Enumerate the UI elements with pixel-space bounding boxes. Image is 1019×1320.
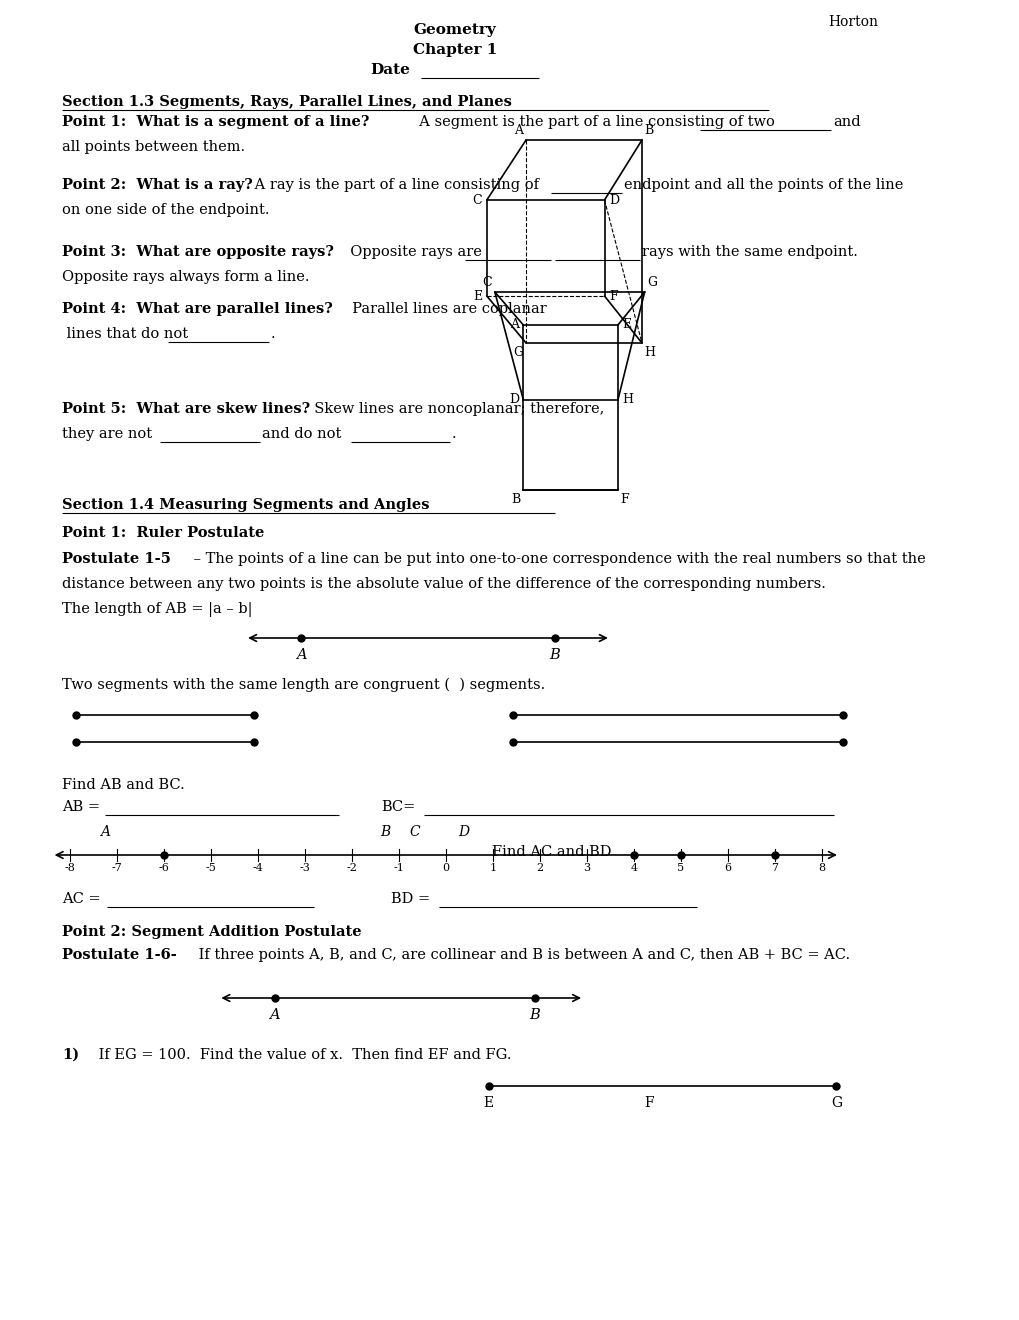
Text: B: B [380, 825, 390, 840]
Text: 3: 3 [583, 863, 590, 873]
Text: .: . [271, 327, 275, 341]
Text: all points between them.: all points between them. [62, 140, 246, 154]
Text: rays with the same endpoint.: rays with the same endpoint. [641, 246, 857, 259]
Text: D: D [508, 393, 519, 407]
Text: A: A [296, 648, 307, 663]
Text: BC=: BC= [381, 800, 416, 814]
Text: F: F [644, 1096, 653, 1110]
Text: H: H [622, 393, 633, 407]
Text: 6: 6 [723, 863, 731, 873]
Text: -7: -7 [111, 863, 122, 873]
Text: The length of AB = |a – b|: The length of AB = |a – b| [62, 602, 253, 616]
Text: G: G [513, 346, 523, 359]
Text: 0: 0 [442, 863, 449, 873]
Text: Point 2: Segment Addition Postulate: Point 2: Segment Addition Postulate [62, 925, 362, 939]
Text: B: B [644, 124, 653, 137]
Text: F: F [620, 492, 629, 506]
Text: -5: -5 [205, 863, 216, 873]
Text: .: . [451, 426, 457, 441]
Text: Section 1.4 Measuring Segments and Angles: Section 1.4 Measuring Segments and Angle… [62, 498, 429, 512]
Text: D: D [608, 194, 619, 206]
Text: Point 1:  Ruler Postulate: Point 1: Ruler Postulate [62, 525, 265, 540]
Text: Point 4:  What are parallel lines?: Point 4: What are parallel lines? [62, 302, 333, 315]
Text: Point 3:  What are opposite rays?: Point 3: What are opposite rays? [62, 246, 334, 259]
Text: E: E [483, 1096, 493, 1110]
Text: Find AC and BD: Find AC and BD [492, 845, 611, 859]
Text: endpoint and all the points of the line: endpoint and all the points of the line [624, 178, 903, 191]
Text: Postulate 1-6-: Postulate 1-6- [62, 948, 177, 962]
Text: 1): 1) [62, 1048, 79, 1063]
Text: Section 1.3 Segments, Rays, Parallel Lines, and Planes: Section 1.3 Segments, Rays, Parallel Lin… [62, 95, 512, 110]
Text: If three points A, B, and C, are collinear and B is between A and C, then AB + B: If three points A, B, and C, are colline… [195, 948, 850, 962]
Text: G: G [829, 1096, 841, 1110]
Text: Two segments with the same length are congruent (  ) segments.: Two segments with the same length are co… [62, 678, 545, 693]
Text: 8: 8 [817, 863, 824, 873]
Text: -2: -2 [346, 863, 357, 873]
Text: – The points of a line can be put into one-to-one correspondence with the real n: – The points of a line can be put into o… [189, 552, 925, 566]
Text: 4: 4 [630, 863, 637, 873]
Text: B: B [511, 492, 520, 506]
Text: -8: -8 [64, 863, 75, 873]
Text: BD =: BD = [390, 892, 429, 906]
Text: H: H [644, 346, 655, 359]
Text: Point 5:  What are skew lines?: Point 5: What are skew lines? [62, 403, 310, 416]
Text: Postulate 1-5: Postulate 1-5 [62, 552, 171, 566]
Text: E: E [473, 289, 482, 302]
Text: Geometry: Geometry [413, 22, 495, 37]
Text: If EG = 100.  Find the value of x.  Then find EF and FG.: If EG = 100. Find the value of x. Then f… [94, 1048, 511, 1063]
Text: Date: Date [370, 63, 410, 77]
Text: they are not: they are not [62, 426, 153, 441]
Text: A: A [514, 124, 523, 137]
Text: on one side of the endpoint.: on one side of the endpoint. [62, 203, 270, 216]
Text: Opposite rays are: Opposite rays are [340, 246, 481, 259]
Text: Find AB and BC.: Find AB and BC. [62, 777, 185, 792]
Text: -1: -1 [393, 863, 404, 873]
Text: AB =: AB = [62, 800, 100, 814]
Text: Point 2:  What is a ray?: Point 2: What is a ray? [62, 178, 253, 191]
Text: 1: 1 [489, 863, 496, 873]
Text: F: F [608, 289, 616, 302]
Text: Skew lines are noncoplanar; therefore,: Skew lines are noncoplanar; therefore, [305, 403, 603, 416]
Text: -3: -3 [299, 863, 310, 873]
Text: C: C [482, 276, 492, 289]
Text: A segment is the part of a line consisting of two: A segment is the part of a line consisti… [410, 115, 774, 129]
Text: A: A [100, 825, 110, 840]
Text: 7: 7 [770, 863, 777, 873]
Text: Chapter 1: Chapter 1 [412, 44, 496, 57]
Text: distance between any two points is the absolute value of the difference of the c: distance between any two points is the a… [62, 577, 825, 591]
Text: E: E [622, 318, 631, 331]
Text: 5: 5 [677, 863, 684, 873]
Text: and: and [833, 115, 860, 129]
Text: Horton: Horton [827, 15, 877, 29]
Text: G: G [647, 276, 656, 289]
Text: AC =: AC = [62, 892, 101, 906]
Text: A: A [510, 318, 519, 331]
Text: B: B [548, 648, 559, 663]
Text: C: C [472, 194, 482, 206]
Text: C: C [409, 825, 420, 840]
Text: 2: 2 [536, 863, 543, 873]
Text: and do not: and do not [262, 426, 341, 441]
Text: -4: -4 [252, 863, 263, 873]
Text: B: B [529, 1008, 540, 1022]
Text: D: D [458, 825, 469, 840]
Text: A: A [269, 1008, 279, 1022]
Text: lines that do not: lines that do not [62, 327, 189, 341]
Text: -6: -6 [158, 863, 169, 873]
Text: Opposite rays always form a line.: Opposite rays always form a line. [62, 271, 310, 284]
Text: Point 1:  What is a segment of a line?: Point 1: What is a segment of a line? [62, 115, 370, 129]
Text: Parallel lines are coplanar: Parallel lines are coplanar [343, 302, 546, 315]
Text: A ray is the part of a line consisting of: A ray is the part of a line consisting o… [250, 178, 538, 191]
